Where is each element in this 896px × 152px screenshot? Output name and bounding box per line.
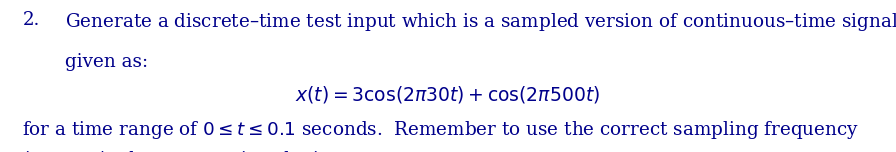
Text: Generate a discrete–time test input which is a sampled version of continuous–tim: Generate a discrete–time test input whic… (65, 11, 896, 33)
Text: $x(t) = 3\mathrm{cos}(2\pi 30t) + \mathrm{cos}(2\pi 500t)$: $x(t) = 3\mathrm{cos}(2\pi 30t) + \mathr… (296, 84, 600, 105)
Text: $(7000Hz)$ when generating the input: $(7000Hz)$ when generating the input (22, 149, 363, 152)
Text: 2.: 2. (22, 11, 39, 29)
Text: given as:: given as: (65, 53, 148, 71)
Text: for a time range of $0 \leq t \leq 0.1$ seconds.  Remember to use the correct sa: for a time range of $0 \leq t \leq 0.1$ … (22, 119, 859, 141)
